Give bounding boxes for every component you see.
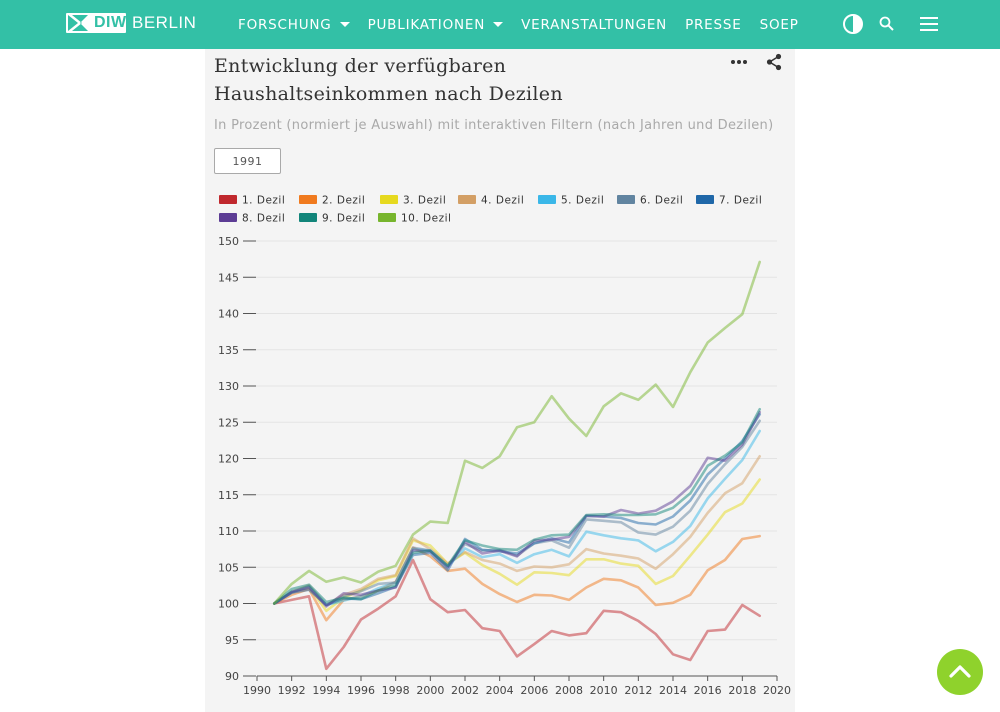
legend-label: 7. Dezil (719, 195, 762, 207)
caret-down-icon (493, 22, 504, 27)
legend-swatch (378, 213, 396, 222)
x-tick-label: 1990 (243, 684, 271, 697)
legend-label: 1. Dezil (242, 195, 285, 207)
legend-swatch (219, 213, 237, 222)
nav-item-label: SOEP (759, 16, 799, 33)
legend-swatch (696, 195, 714, 204)
logo-diw-text: DIW (94, 14, 127, 31)
legend-label: 5. Dezil (561, 195, 604, 207)
y-tick-label: 125 (218, 416, 239, 429)
y-tick-label: 120 (218, 453, 239, 466)
x-tick-label: 2010 (590, 684, 618, 697)
y-tick-label: 150 (218, 235, 239, 248)
x-tick-label: 2002 (451, 684, 479, 697)
top-navigation-bar: DIW BERLIN FORSCHUNG PUBLIKATIONEN VERAN… (0, 0, 1000, 49)
chart-title: Entwicklung der verfügbaren Haushaltsein… (214, 55, 563, 105)
logo-berlin-text: BERLIN (132, 13, 197, 32)
x-tick-label: 2012 (624, 684, 652, 697)
y-tick-label: 110 (218, 525, 239, 538)
chart-subtitle: In Prozent (normiert je Auswahl) mit int… (214, 118, 774, 133)
series-line (273, 413, 762, 607)
series-line (273, 410, 762, 608)
x-tick-label: 1998 (382, 684, 410, 697)
series-line (273, 407, 762, 605)
nav-item-label: PUBLIKATIONEN (367, 16, 486, 33)
legend-label: 4. Dezil (481, 195, 524, 207)
y-tick-label: 140 (218, 308, 239, 321)
scroll-to-top-button[interactable] (937, 649, 983, 695)
y-tick-label: 100 (218, 598, 239, 611)
line-chart: 90 95 100 105 110 115 120 125 130 135 140 145 150 199… (218, 195, 791, 698)
legend-swatch (380, 195, 398, 204)
x-tick-label: 1996 (347, 684, 375, 697)
x-tick-label: 2006 (520, 684, 548, 697)
diw-logo[interactable]: DIW BERLIN (66, 12, 196, 34)
share-icon[interactable] (765, 53, 783, 71)
nav-item-publikationen[interactable]: PUBLIKATIONEN (368, 17, 504, 33)
legend-label: 9. Dezil (322, 213, 365, 225)
more-options-icon[interactable] (729, 57, 749, 67)
x-tick-label: 2020 (763, 684, 791, 697)
y-tick-label: 90 (225, 670, 239, 683)
contrast-icon[interactable] (842, 13, 864, 35)
legend-label: 6. Dezil (640, 195, 683, 207)
series-line (273, 260, 762, 605)
y-tick-label: 95 (225, 634, 239, 647)
x-tick-label: 2008 (555, 684, 583, 697)
legend-swatch (299, 213, 317, 222)
chart-card (205, 49, 795, 712)
nav-item-label: PRESSE (685, 16, 742, 33)
y-tick-label: 105 (218, 561, 239, 574)
nav-item-forschung[interactable]: FORSCHUNG (238, 17, 350, 33)
y-tick-label: 135 (218, 344, 239, 357)
legend-swatch (219, 195, 237, 204)
legend-label: 2. Dezil (322, 195, 365, 207)
x-tick-label: 2016 (694, 684, 722, 697)
nav-item-veranstaltungen[interactable]: VERANSTALTUNGEN (521, 17, 667, 33)
x-tick-label: 2018 (728, 684, 756, 697)
y-tick-label: 145 (218, 271, 239, 284)
x-tick-label: 1994 (312, 684, 340, 697)
nav-item-soep[interactable]: SOEP (760, 17, 799, 33)
legend-swatch (538, 195, 556, 204)
legend-label: 8. Dezil (242, 213, 285, 225)
x-tick-label: 2000 (416, 684, 444, 697)
x-tick-label: 2004 (486, 684, 514, 697)
series-line (273, 478, 762, 613)
chevron-up-icon (949, 665, 971, 678)
nav-item-presse[interactable]: PRESSE (685, 17, 742, 33)
main-nav: FORSCHUNG PUBLIKATIONEN VERANSTALTUNGEN … (238, 0, 817, 49)
caret-down-icon (339, 22, 350, 27)
x-tick-label: 1992 (278, 684, 306, 697)
y-tick-label: 115 (218, 489, 239, 502)
legend-swatch (458, 195, 476, 204)
legend-label: 10. Dezil (401, 213, 451, 225)
logo-x-icon (68, 15, 88, 31)
logo-mark: DIW (66, 13, 126, 33)
legend-swatch (617, 195, 635, 204)
series-line (273, 558, 762, 671)
legend-label: 3. Dezil (403, 195, 446, 207)
legend-swatch (299, 195, 317, 204)
y-tick-label: 130 (218, 380, 239, 393)
search-icon[interactable] (878, 15, 896, 33)
menu-icon[interactable] (919, 15, 939, 33)
series-line (273, 454, 762, 607)
nav-item-label: VERANSTALTUNGEN (521, 16, 668, 33)
year-filter-button[interactable]: 1991 (214, 148, 281, 174)
nav-item-label: FORSCHUNG (238, 16, 332, 33)
x-tick-label: 2014 (659, 684, 687, 697)
